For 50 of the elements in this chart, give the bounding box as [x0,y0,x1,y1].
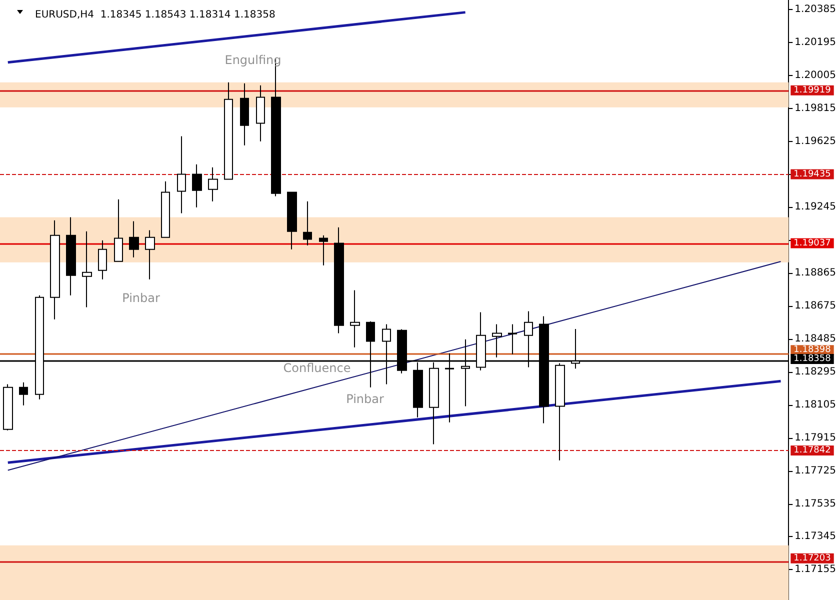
y-tick-label: 1.18485 [794,334,836,345]
y-tick-label: 1.20385 [794,4,836,16]
candlestick [287,192,297,250]
candlestick [50,220,60,320]
candlestick [208,166,218,202]
annotation: Confluence [283,361,351,375]
candlestick [319,234,328,266]
ref-line-label: 1.18398 [794,345,832,356]
annotation: Pinbar [346,392,384,406]
candlestick [66,216,76,296]
ref-line-label: 1.19435 [794,169,831,180]
candlestick [145,230,155,280]
candlestick [350,290,360,348]
candlestick [192,164,202,208]
annotation: Pinbar [122,291,160,305]
candlestick [256,84,265,142]
y-tick-label: 1.20195 [794,36,836,48]
y-tick-label: 1.20005 [794,70,836,81]
y-tick-label: 1.17345 [794,531,836,542]
candlestick [3,384,13,431]
text: EURUSD,H4 1.18345 1.18543 1.18314 1.18358 [35,10,276,20]
candlestick [224,82,233,180]
candlestick [334,226,344,334]
y-tick-label: 1.18105 [794,399,836,410]
ref-line-label: 1.17842 [794,446,831,456]
y-tick-label: 1.17725 [794,465,836,476]
ref-line-label: 1.17203 [794,553,831,564]
candlestick [508,324,517,355]
ref-line-label: 1.18358 [794,354,832,364]
candlestick [303,200,312,246]
candlestick [98,240,107,280]
y-tick-label: 1.19625 [794,136,836,147]
candlestick [161,180,170,238]
y-tick-label: 1.18865 [794,268,836,279]
candlestick [19,382,28,406]
candlestick [240,82,249,146]
ref-line-label: 1.19919 [794,85,832,96]
y-tick-label: 1.17155 [794,564,836,576]
y-tick-label: 1.17915 [794,432,836,444]
candlestick [492,324,502,358]
y-tick-label: 1.18675 [794,300,836,312]
y-tick-label: 1.17535 [794,498,836,510]
candlestick [177,136,186,214]
candlestick [129,220,139,258]
y-tick-label: 1.19245 [794,202,836,213]
y-tick-label: 1.19815 [794,102,836,114]
candlestick [82,230,92,308]
y-tick-label: 1.18295 [794,366,836,378]
candlestick [114,198,123,262]
ref-line-label: 1.19037 [794,238,831,248]
